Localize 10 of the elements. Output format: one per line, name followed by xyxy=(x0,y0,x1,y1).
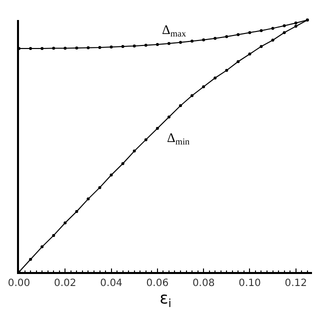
x-tick-label: 0.06 xyxy=(146,278,169,289)
x-tick-label: 0.04 xyxy=(100,278,122,289)
x-tick-label: 0.02 xyxy=(54,278,76,289)
annotation: Δ$_{min}$ xyxy=(167,130,190,147)
annotation: Δ$_{max}$ xyxy=(162,22,186,39)
x-tick-label: 0.08 xyxy=(192,278,215,289)
x-tick-label: 0.12 xyxy=(284,278,307,289)
x-axis-title: ε$_{i}$ xyxy=(160,288,172,310)
x-tick-label: 0.10 xyxy=(238,278,261,289)
x-tick-label: 0.00 xyxy=(8,278,30,289)
